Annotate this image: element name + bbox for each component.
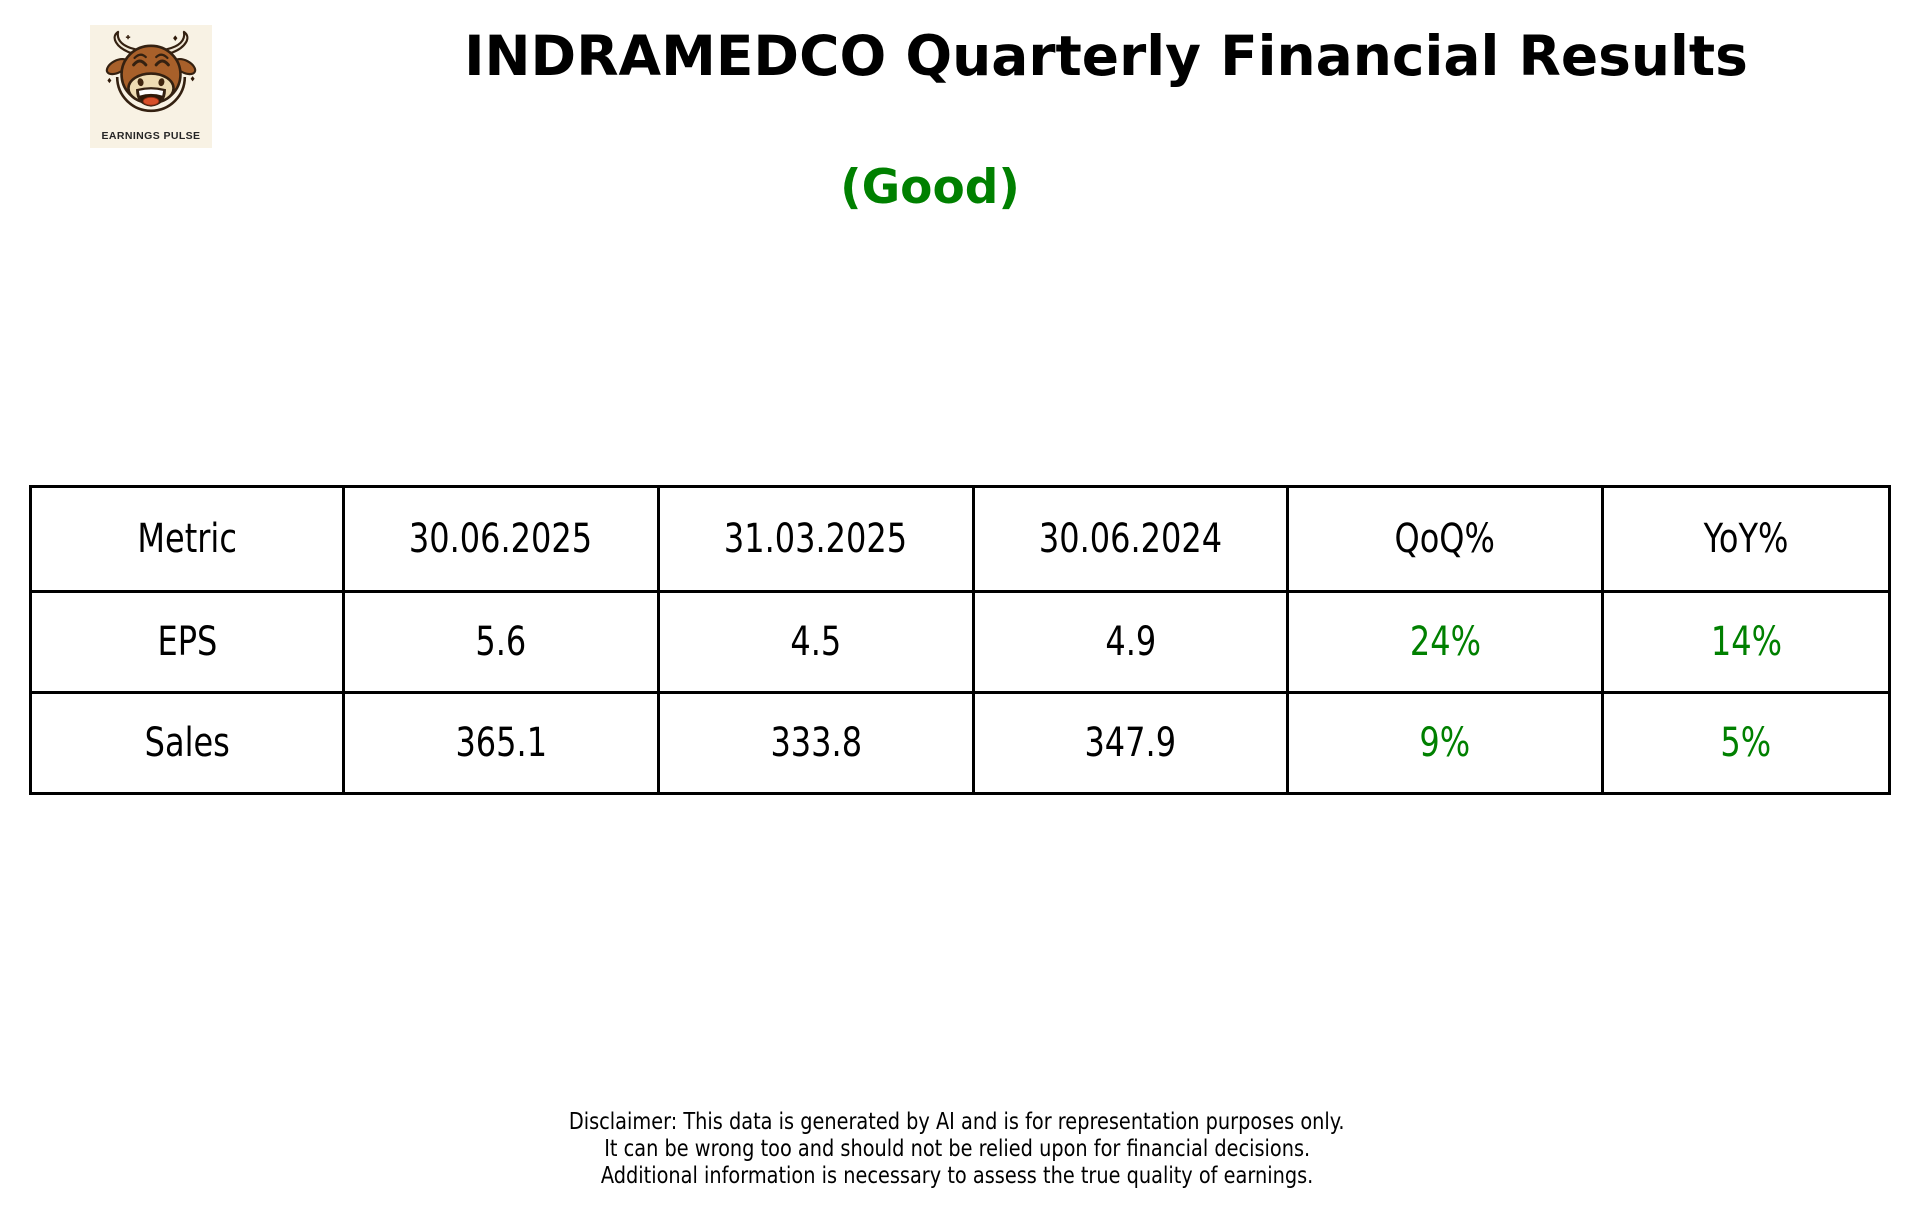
qoq-change-label: 24%: [1409, 619, 1481, 665]
metric-cell: Sales: [29, 691, 345, 795]
disclaimer: Disclaimer: This data is generated by AI…: [0, 1109, 1914, 1190]
header-label: YoY%: [1703, 516, 1789, 562]
value-cell: 4.5: [657, 590, 975, 694]
disclaimer-line: Additional information is necessary to a…: [0, 1163, 1914, 1190]
header-label: QoQ%: [1394, 516, 1496, 562]
yoy-change-cell: 14%: [1601, 590, 1891, 694]
table-header-row: Metric 30.06.2025 31.03.2025 30.06.2024 …: [29, 485, 1891, 593]
yoy-change-cell: 5%: [1601, 691, 1891, 795]
verdict-label: (Good): [840, 160, 1020, 215]
value-label: 333.8: [770, 720, 862, 766]
qoq-change-cell: 9%: [1286, 691, 1604, 795]
financial-table: Metric 30.06.2025 31.03.2025 30.06.2024 …: [29, 485, 1891, 795]
yoy-change-label: 14%: [1710, 619, 1782, 665]
header-cell-yoy: YoY%: [1601, 485, 1891, 593]
value-label: 347.9: [1084, 720, 1177, 766]
bull-logo-icon: [105, 30, 197, 113]
metric-cell: EPS: [29, 590, 345, 694]
header-cell-metric: Metric: [29, 485, 345, 593]
header-cell-q3: 30.06.2024: [972, 485, 1289, 593]
brand-name: EARNINGS PULSE: [101, 130, 201, 142]
value-cell: 4.9: [972, 590, 1289, 694]
value-cell: 347.9: [972, 691, 1289, 795]
disclaimer-line: It can be wrong too and should not be re…: [0, 1136, 1914, 1163]
metric-label: EPS: [157, 619, 217, 665]
metric-label: Sales: [144, 720, 230, 766]
header-cell-qoq: QoQ%: [1286, 485, 1604, 593]
page-title: INDRAMEDCO Quarterly Financial Results: [464, 24, 1748, 88]
table-row-sales: Sales 365.1 333.8 347.9 9% 5%: [29, 691, 1891, 795]
header-label: Metric: [137, 516, 237, 562]
header-cell-q2: 31.03.2025: [657, 485, 975, 593]
yoy-change-label: 5%: [1720, 720, 1772, 766]
value-cell: 365.1: [342, 691, 660, 795]
value-label: 5.6: [475, 619, 527, 665]
value-label: 365.1: [455, 720, 547, 766]
value-label: 4.5: [790, 619, 842, 665]
value-cell: 333.8: [657, 691, 975, 795]
brand-logo: EARNINGS PULSE: [90, 25, 212, 148]
table-row-eps: EPS 5.6 4.5 4.9 24% 14%: [29, 590, 1891, 694]
value-label: 4.9: [1105, 619, 1156, 665]
qoq-change-cell: 24%: [1286, 590, 1604, 694]
qoq-change-label: 9%: [1419, 720, 1471, 766]
disclaimer-text: Disclaimer: This data is generated by AI…: [569, 1109, 1345, 1135]
header-label: 31.03.2025: [724, 516, 908, 562]
header-cell-q1: 30.06.2025: [342, 485, 660, 593]
disclaimer-text: It can be wrong too and should not be re…: [604, 1136, 1310, 1162]
disclaimer-text: Additional information is necessary to a…: [600, 1163, 1314, 1189]
header-label: 30.06.2025: [409, 516, 593, 562]
disclaimer-line: Disclaimer: This data is generated by AI…: [0, 1109, 1914, 1136]
header-label: 30.06.2024: [1038, 516, 1223, 562]
value-cell: 5.6: [342, 590, 660, 694]
